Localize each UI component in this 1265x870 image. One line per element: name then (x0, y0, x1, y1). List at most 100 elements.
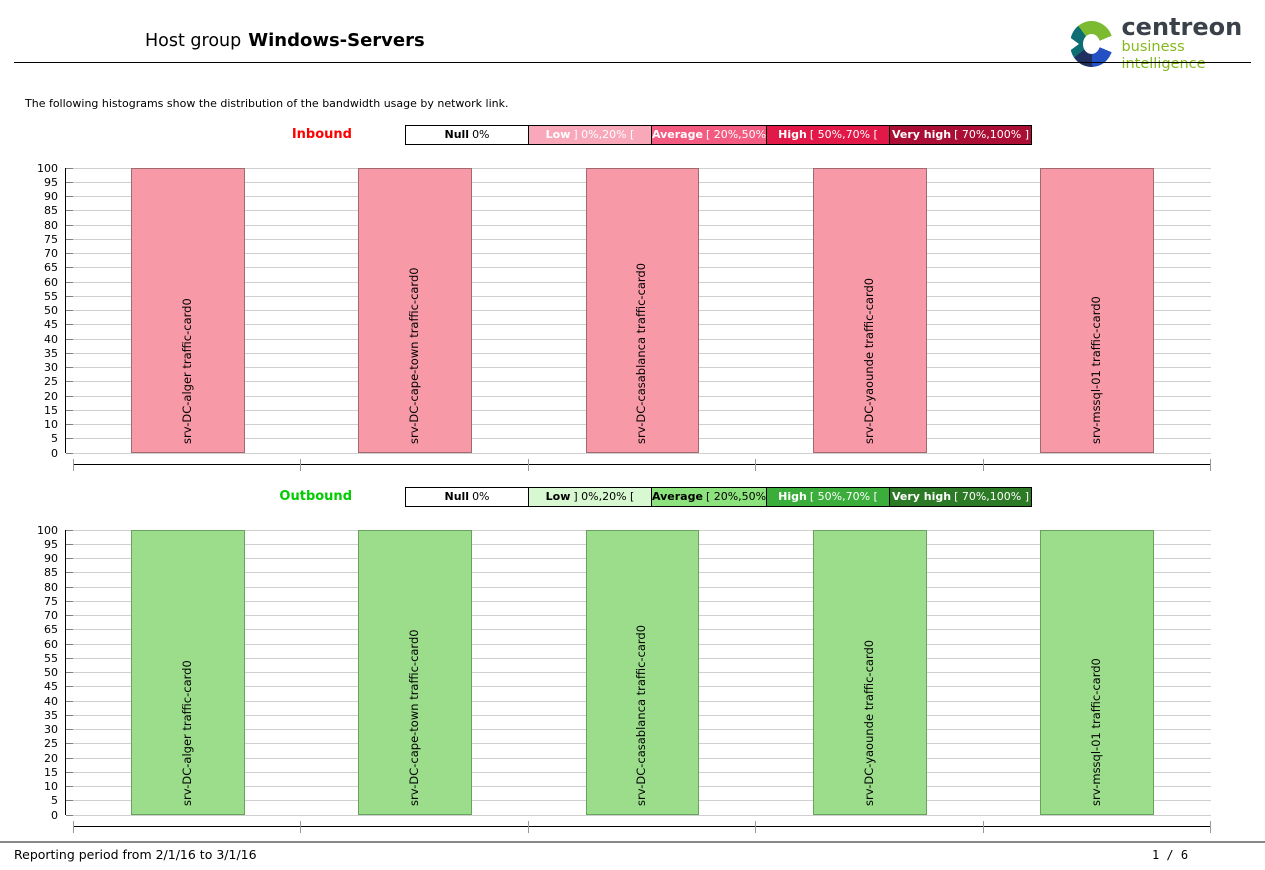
y-tick-label: 10 (44, 780, 58, 793)
bar-srv-mssql-01 traffic-card0: srv-mssql-01 traffic-card0 (1040, 530, 1155, 815)
inbound-plot-area: srv-DC-alger traffic-card0 srv-DC-cape-to… (65, 167, 1211, 454)
gridline (66, 814, 1211, 816)
y-tick-label: 15 (44, 765, 58, 779)
y-tick-label: 55 (44, 651, 58, 665)
page-title: Host group Windows-Servers (145, 30, 425, 51)
y-tick (66, 672, 73, 673)
bar-srv-DC-cape-town traffic-card0: srv-DC-cape-town traffic-card0 (358, 530, 472, 815)
y-tick-label: 0 (51, 808, 58, 822)
x-tick (982, 821, 984, 833)
y-tick-label: 20 (44, 751, 58, 765)
y-tick (66, 253, 73, 254)
bar-label: srv-DC-yaounde traffic-card0 (861, 639, 876, 806)
x-tick (73, 459, 74, 471)
y-tick-label: 70 (44, 609, 58, 622)
inbound-chart: 0 5 10 15 20 25 30 35 40 45 50 55 60 65 70 75 80 85 90 95 10… (0, 162, 1265, 471)
gridline (66, 452, 1211, 454)
page-number: 1 / 6 (1151, 848, 1189, 862)
bar-srv-DC-alger traffic-card0: srv-DC-alger traffic-card0 (130, 530, 245, 815)
footer-divider (0, 841, 1265, 843)
y-tick-label: 25 (44, 375, 58, 389)
x-tick (300, 821, 302, 833)
y-tick (66, 686, 73, 688)
bar-label: srv-DC-cape-town traffic-card0 (407, 267, 422, 444)
y-tick-label: 65 (44, 261, 58, 275)
outbound-x-axis (65, 821, 1211, 833)
y-tick (66, 657, 73, 659)
x-tick (527, 821, 529, 833)
y-tick (66, 757, 73, 759)
y-tick (66, 814, 73, 816)
y-tick (66, 310, 73, 311)
legend-item-very-high: Very high[ 70%,100% ] (889, 488, 1031, 506)
outbound-y-axis: 0 5 10 15 20 25 30 35 40 45 50 55 60 65 70 75 80 85 90 95 10… (0, 524, 58, 822)
x-axis-line (73, 826, 1210, 827)
y-tick (66, 615, 73, 616)
y-tick (66, 224, 73, 226)
centreon-logo-icon (1068, 21, 1114, 68)
outbound-label: Outbound (279, 489, 352, 504)
y-tick (66, 629, 73, 631)
legend-item-average: Average[ 20%,50% [ (651, 488, 766, 506)
y-tick-label: 55 (44, 289, 58, 303)
y-tick-label: 95 (44, 537, 58, 551)
x-tick (755, 821, 757, 833)
y-tick-label: 65 (44, 623, 58, 637)
y-tick-label: 50 (44, 304, 58, 317)
x-tick (755, 459, 757, 471)
y-tick (66, 196, 73, 197)
y-tick-label: 10 (44, 418, 58, 431)
legend-item-low: Low] 0%,20% [ (528, 488, 651, 506)
inbound-label: Inbound (291, 127, 352, 142)
bar-srv-DC-yaounde traffic-card0: srv-DC-yaounde traffic-card0 (813, 530, 927, 815)
y-tick-label: 50 (44, 666, 58, 679)
y-tick (66, 786, 73, 787)
bar-srv-DC-yaounde traffic-card0: srv-DC-yaounde traffic-card0 (813, 168, 927, 453)
y-tick-label: 60 (44, 637, 58, 651)
y-tick-label: 35 (44, 346, 58, 360)
intro-text: The following histograms show the distri… (25, 97, 509, 110)
y-tick (66, 729, 73, 730)
y-tick (66, 743, 73, 745)
y-tick-label: 60 (44, 275, 58, 289)
y-tick (66, 771, 73, 773)
x-tick (982, 459, 984, 471)
bar-srv-mssql-01 traffic-card0: srv-mssql-01 traffic-card0 (1040, 168, 1155, 453)
legend-item-very-high: Very high[ 70%,100% ] (889, 126, 1031, 144)
bar-label: srv-DC-alger traffic-card0 (179, 660, 194, 806)
bar-srv-DC-casablanca traffic-card0: srv-DC-casablanca traffic-card0 (585, 530, 700, 815)
header-divider (14, 62, 1251, 63)
y-tick (66, 395, 73, 397)
x-tick (1210, 821, 1211, 833)
y-tick-label: 90 (44, 552, 58, 565)
y-tick (66, 586, 73, 588)
bar-srv-DC-cape-town traffic-card0: srv-DC-cape-town traffic-card0 (358, 168, 472, 453)
x-tick (1210, 459, 1211, 471)
legend-item-low: Low] 0%,20% [ (528, 126, 651, 144)
y-tick (66, 381, 73, 383)
y-tick-label: 5 (51, 794, 58, 808)
y-tick-label: 25 (44, 737, 58, 751)
centreon-logo: centreon business intelligence (1068, 13, 1265, 74)
y-tick (66, 452, 73, 454)
bar-label: srv-DC-yaounde traffic-card0 (861, 277, 876, 444)
y-tick-label: 100 (37, 523, 58, 537)
y-tick-label: 70 (44, 247, 58, 260)
y-tick (66, 267, 73, 269)
page-title-hostgroup: Windows-Servers (248, 30, 425, 51)
y-tick-label: 90 (44, 190, 58, 203)
y-tick (66, 438, 73, 440)
centreon-brand-name: centreon (1121, 13, 1243, 41)
y-tick-label: 45 (44, 318, 58, 332)
y-tick (66, 700, 73, 702)
x-axis-line (73, 464, 1210, 465)
y-tick (66, 238, 73, 240)
y-tick-label: 5 (51, 432, 58, 446)
y-tick-label: 20 (44, 389, 58, 403)
page-title-prefix: Host group (145, 31, 242, 51)
outbound-plot-area: srv-DC-alger traffic-card0 srv-DC-cape-to… (65, 529, 1211, 816)
y-tick-label: 0 (51, 446, 58, 460)
y-tick-label: 80 (44, 218, 58, 232)
